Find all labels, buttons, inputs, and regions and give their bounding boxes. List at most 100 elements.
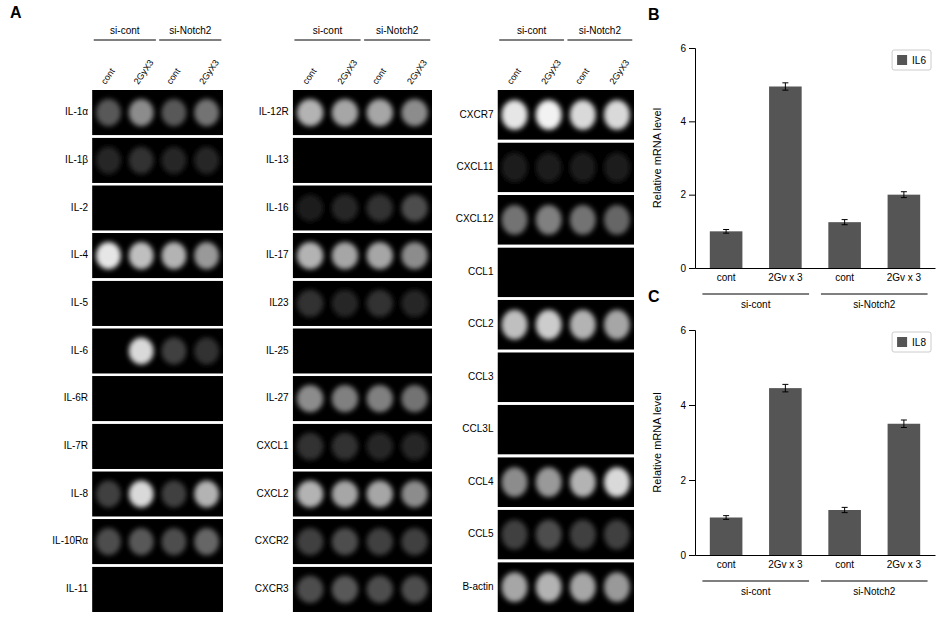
panel-letter: A (10, 4, 22, 21)
gel-band (401, 194, 427, 221)
gel-band (129, 99, 154, 126)
gel-row (498, 562, 635, 612)
lane-label: cont (573, 66, 591, 86)
gel-band (129, 337, 154, 364)
gel-row (92, 519, 223, 564)
y-tick-mark (689, 195, 695, 196)
gel-row-background (92, 185, 223, 230)
gel-row (293, 233, 432, 278)
error-bar-part (844, 220, 845, 225)
error-bar (723, 230, 729, 234)
gel-row-background (293, 567, 432, 612)
group-label: si-Notch2 (853, 299, 896, 310)
bar (828, 510, 861, 555)
gel-band (332, 528, 358, 555)
gel-band (297, 337, 323, 364)
gel-row-background (293, 328, 432, 373)
gel-band (604, 362, 630, 392)
row-label: IL-6R (64, 392, 88, 403)
gel-band (502, 152, 528, 182)
row-label: IL-7R (64, 440, 88, 451)
gel-row (498, 142, 635, 192)
gel-row (293, 567, 432, 612)
error-bar-part (723, 229, 729, 230)
error-bar-part (844, 507, 845, 512)
row-label: IL-10Rα (52, 535, 88, 546)
gel-band (161, 242, 186, 269)
gel-row (92, 281, 223, 326)
x-tick-label: cont (835, 272, 854, 283)
x-tick: cont (717, 268, 736, 283)
group-bracket (821, 581, 928, 582)
y-tick-label: 6 (680, 325, 686, 336)
row-label: IL-12R (259, 106, 289, 117)
group-label: si-cont (741, 586, 771, 597)
gel-row-background (498, 90, 635, 140)
bar (769, 388, 802, 555)
gel-band (194, 576, 219, 603)
error-bar-part (785, 83, 786, 90)
gel-band (332, 147, 358, 174)
gel-row-background (498, 352, 635, 402)
group-bracket (702, 581, 809, 582)
gel-band (604, 310, 630, 340)
gel-row-background (92, 233, 223, 278)
row-label: CXCL12 (456, 213, 494, 224)
gel-band (401, 242, 427, 269)
y-tick-label: 4 (680, 400, 686, 411)
gel-band (536, 572, 562, 602)
error-bar-part (782, 384, 788, 385)
gel-row (92, 185, 223, 230)
gel-row-background (498, 142, 635, 192)
plot-area (710, 384, 920, 555)
gel-band (502, 520, 528, 550)
gel-band (96, 480, 121, 507)
gel-row (92, 328, 223, 373)
gel-band (332, 480, 358, 507)
gel-band (161, 433, 186, 460)
y-tick-label: 2 (680, 475, 686, 486)
gel-row-background (498, 405, 635, 455)
gel-band (502, 310, 528, 340)
y-axis: 0246 (680, 325, 695, 561)
gel-row-background (498, 247, 635, 297)
y-tick-label: 2 (680, 189, 686, 200)
gel-row-background (293, 281, 432, 326)
row-label: IL23 (269, 297, 289, 308)
gel-band (536, 152, 562, 182)
gel-row-background (293, 90, 432, 135)
group-bracket (702, 294, 809, 295)
gel-band (604, 152, 630, 182)
error-bar-part (901, 427, 907, 428)
error-bar-part (842, 219, 848, 220)
lane-label: 2GyX3 (132, 58, 156, 86)
gel-row (92, 138, 223, 183)
figure: Asi-contsi-Notch2cont2GyX3cont2GyX3IL-1α… (0, 0, 950, 625)
gel-band (129, 576, 154, 603)
gel-row (498, 352, 635, 402)
legend-items: IL8 (897, 337, 926, 348)
row-label: IL-8 (71, 488, 89, 499)
gel-band (367, 194, 393, 221)
lane-label: cont (164, 66, 182, 86)
gel-band (502, 257, 528, 287)
gel-band (570, 520, 596, 550)
y-tick-label: 0 (680, 263, 686, 274)
gel-row (498, 457, 635, 507)
y-axis-title: Relative mRNA level (651, 392, 663, 492)
error-bar-part (785, 384, 786, 392)
gel-row (92, 567, 223, 612)
y-tick-mark (689, 121, 695, 122)
gel-band (367, 337, 393, 364)
gel-band (129, 242, 154, 269)
gel-band (332, 576, 358, 603)
bar (769, 87, 802, 269)
gel-band (96, 433, 121, 460)
gel-band (401, 337, 427, 364)
gel-row-background (92, 376, 223, 421)
y-tick: 2 (680, 189, 695, 200)
row-label: IL-4 (71, 249, 89, 260)
gel-band (194, 147, 219, 174)
gel-band (332, 385, 358, 412)
gel-band (161, 337, 186, 364)
